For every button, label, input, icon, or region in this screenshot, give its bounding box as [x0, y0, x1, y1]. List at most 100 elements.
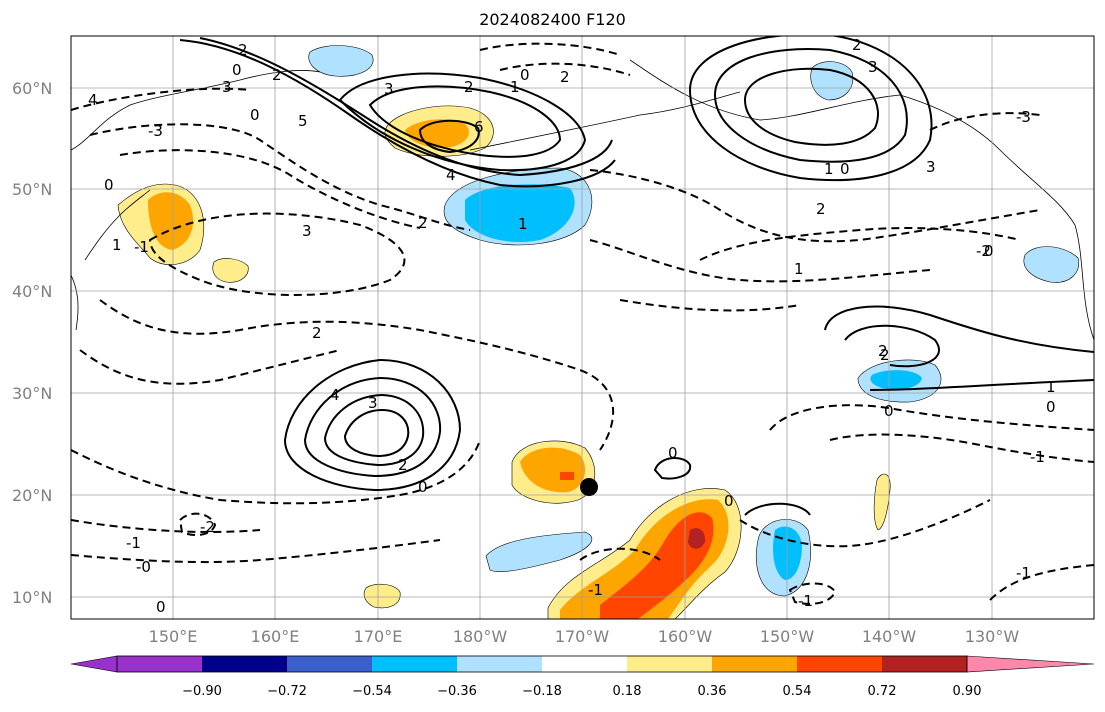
coast-kamchatka-north: [71, 70, 321, 151]
shade-south-blue: [773, 526, 802, 580]
contour-label: -1: [588, 581, 603, 599]
contour-dashed-13: [769, 404, 1094, 431]
contour-label: 3: [302, 222, 312, 240]
contour-label: 0: [668, 444, 678, 462]
colorbar-tick-label: 0.18: [613, 684, 642, 699]
contour-dashed-2: [89, 123, 471, 231]
lon-label: 170°E: [354, 627, 403, 646]
colorbar-bin: [797, 656, 882, 672]
contour-label: 0: [840, 160, 850, 178]
contour-dashed-15: [579, 547, 661, 561]
contour-label: 2: [398, 456, 408, 474]
contour-label: 3: [368, 394, 378, 412]
contour-label: 0: [418, 478, 428, 496]
contour-label: 6: [474, 118, 484, 136]
contour-solid-sth-outer: [283, 358, 462, 492]
colorbar-tick-label: −0.36: [437, 684, 477, 699]
contour-solid-east-1: [824, 305, 1094, 353]
contour-labels: 2 0 2 3 -3 4 5 0 1 3 2 1 0 2 6 4 1 2 3 3…: [88, 36, 1056, 616]
contour-label: 4: [446, 166, 456, 184]
contour-solid-south-1: [744, 502, 811, 516]
coast-asia: [71, 274, 79, 331]
contour-solid-bering-inner: [418, 119, 480, 154]
contour-label: 0: [884, 402, 894, 420]
contour-dashed-1: [71, 87, 251, 111]
contour-label: 1: [112, 236, 122, 254]
lat-label: 60°N: [12, 79, 52, 98]
contour-label: 2: [464, 78, 474, 96]
contour-label: 2: [852, 36, 862, 54]
contour-label: 1: [1046, 378, 1056, 396]
colorbar-tick-label: −0.54: [352, 684, 392, 699]
lon-label: 140°W: [862, 627, 917, 646]
contour-label: 0: [984, 242, 994, 260]
map-title: 2024082400 F120: [479, 10, 626, 29]
contour-dashed-11: [589, 239, 931, 283]
colorbar-bin: [117, 656, 202, 672]
contour-dashed-16: [989, 564, 1094, 601]
colorbar-bin: [712, 656, 797, 672]
lat-label: 20°N: [12, 486, 52, 505]
colorbar-bin: [372, 656, 457, 672]
contour-label: 0: [156, 598, 166, 616]
map-background: [71, 36, 1094, 619]
shade-east-yellow: [873, 473, 891, 531]
lat-label: 10°N: [12, 588, 52, 607]
contour-dashed-18: [788, 582, 837, 605]
contour-solid-sth-inner: [323, 393, 425, 467]
contour-dashed-7: [71, 519, 261, 533]
contour-label: 0: [104, 176, 114, 194]
colorbar: −0.90 −0.72 −0.54 −0.36 −0.18 0.18 0.36 …: [70, 655, 1095, 699]
contour-solid-east-2: [844, 324, 940, 368]
colorbar-extend-min: [70, 655, 118, 673]
contour-solid-sth-core: [343, 408, 410, 458]
contour-solid-alaska-mid: [713, 48, 908, 163]
contour-label: -1: [798, 592, 813, 610]
shade-north-lightblue: [308, 45, 374, 77]
latitude-labels: 60°N 50°N 40°N 30°N 20°N 10°N: [12, 79, 52, 607]
contour-label: 1: [824, 160, 834, 178]
lon-label: 180°W: [453, 627, 508, 646]
colorbar-tick-label: −0.18: [522, 684, 562, 699]
lon-label: 150°W: [760, 627, 815, 646]
colorbar-bin: [457, 656, 542, 672]
lat-label: 50°N: [12, 180, 52, 199]
contour-label: -1: [1030, 448, 1045, 466]
shade-sub-blue: [870, 370, 922, 390]
contour-label: -1: [126, 534, 141, 552]
colorbar-bin: [202, 656, 287, 672]
location-marker: [580, 478, 598, 496]
map-frame: [70, 35, 1095, 620]
contour-label: -3: [1016, 108, 1031, 126]
colorbar-bin: [882, 656, 967, 672]
contour-dashed-14: [829, 433, 1094, 463]
colorbar-bin: [542, 656, 627, 672]
contour-label: 2: [816, 200, 826, 218]
contour-label: 3: [222, 78, 232, 96]
contour-dashed-5: [79, 349, 341, 385]
dashed-contours: [71, 42, 1094, 605]
contour-label: -3: [148, 122, 163, 140]
contour-label: 0: [520, 66, 530, 84]
contour-dashed-9: [589, 169, 1041, 243]
lon-label: 170°W: [555, 627, 610, 646]
contour-dashed-8: [71, 539, 441, 564]
contour-dashed-4: [99, 299, 614, 451]
contour-label: 2: [238, 41, 248, 59]
contour-label: 2: [880, 346, 890, 364]
contour-solid-bering-mid: [368, 85, 562, 158]
longitude-labels: 150°E 160°E 170°E 180°W 170°W 160°W 150°…: [149, 627, 1020, 646]
coast-japan: [84, 189, 151, 261]
contour-label: -1: [1016, 564, 1031, 582]
lon-label: 160°E: [251, 627, 300, 646]
coast-aleutians: [469, 91, 741, 151]
colorbar-frame: [116, 655, 968, 673]
colorbar-tick-label: −0.90: [182, 684, 222, 699]
contour-label: 1: [518, 215, 528, 233]
contour-solid-east-3: [869, 379, 1094, 391]
colorbar-bin: [287, 656, 372, 672]
contour-label: 4: [88, 91, 98, 109]
shade-south-darkred: [688, 528, 706, 549]
contour-label: -0: [136, 558, 151, 576]
